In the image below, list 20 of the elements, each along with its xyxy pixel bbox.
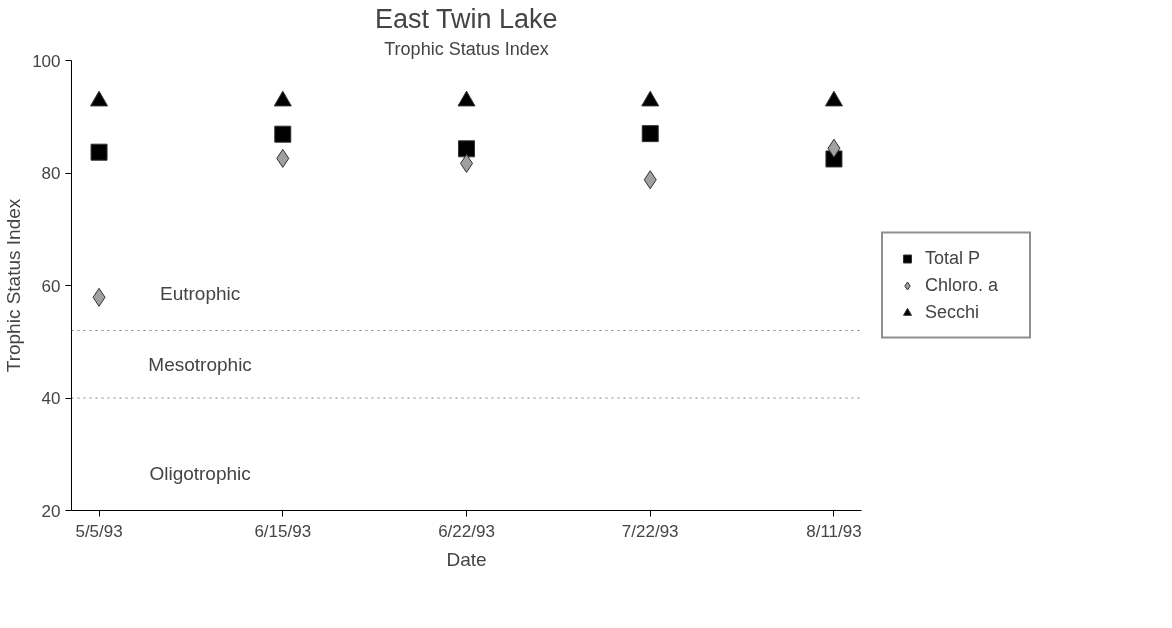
x-tick-label: 7/22/93 — [621, 521, 679, 541]
y-tick-label: 20 — [41, 501, 61, 521]
chart-subtitle: Trophic Status Index — [384, 38, 549, 59]
annotation: Oligotrophic — [149, 463, 251, 485]
annotation: Mesotrophic — [148, 353, 252, 375]
y-axis-title: Trophic Status Index — [3, 198, 25, 373]
y-tick-label: 60 — [41, 276, 61, 296]
x-tick-label: 8/11/93 — [806, 521, 862, 541]
y-tick-label: 80 — [41, 164, 61, 183]
x-axis-title: Date — [446, 548, 487, 570]
x-tick-label: 6/15/93 — [254, 521, 312, 541]
annotation: Eutrophic — [159, 283, 241, 305]
chart-title: East Twin Lake — [374, 3, 558, 34]
y-tick-label: 100 — [32, 51, 61, 71]
y-tick-label: 40 — [41, 389, 61, 408]
legend-label: Chloro. a — [925, 274, 1000, 296]
x-tick-label: 5/5/93 — [75, 521, 123, 541]
legend-label: Secchi — [925, 301, 981, 323]
legend-label: Total P — [925, 247, 982, 269]
x-tick-label: 6/22/93 — [438, 521, 495, 541]
